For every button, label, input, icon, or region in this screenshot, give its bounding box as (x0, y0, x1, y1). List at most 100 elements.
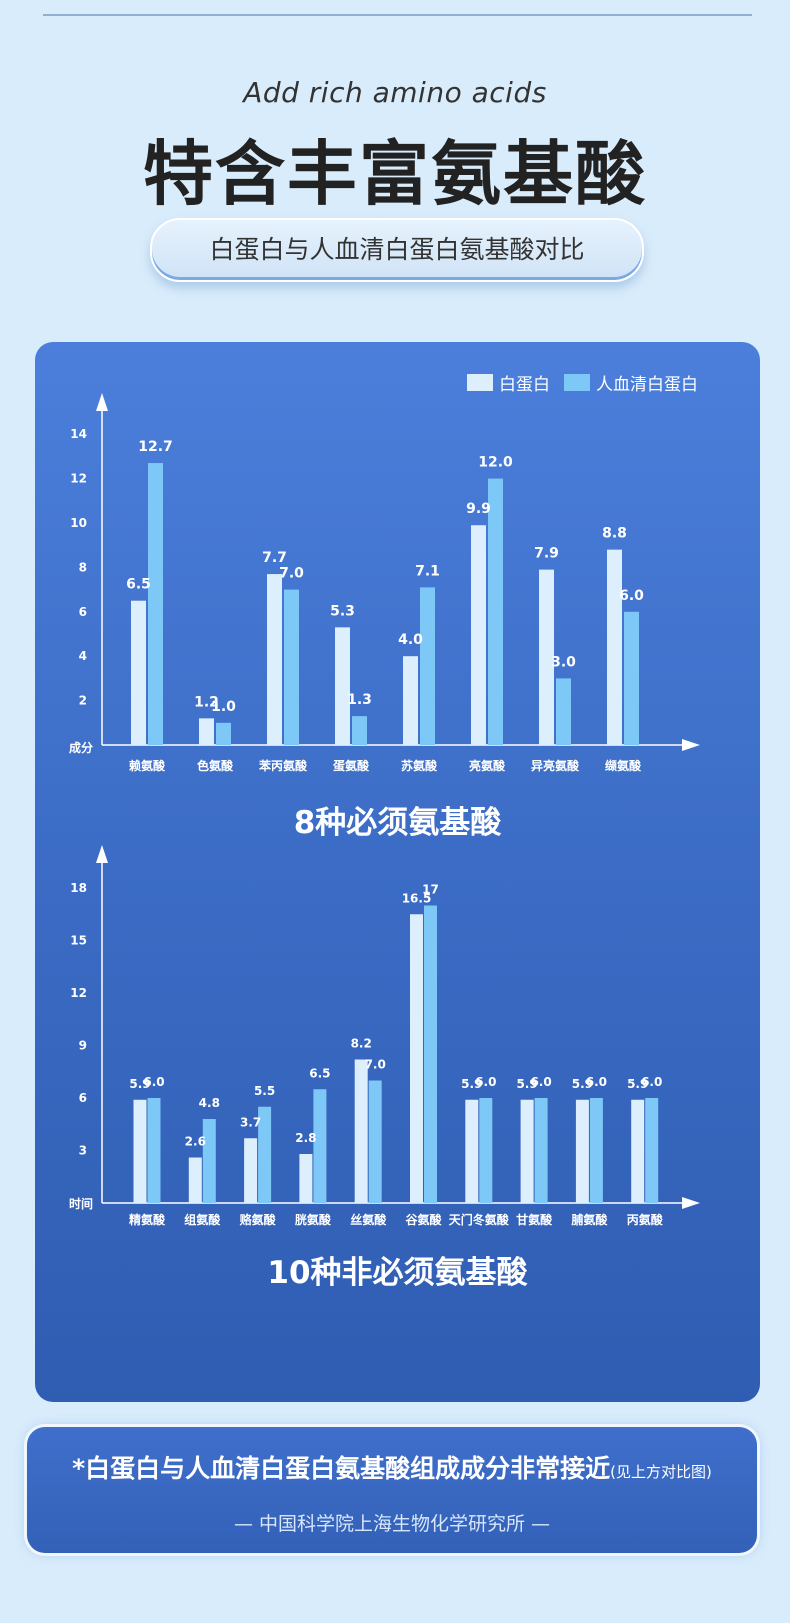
data-label-human-serum-albumin: 6.5 (309, 1066, 330, 1080)
chart-2: 时间3691215185.96.0精氨酸2.64.8组氨酸3.75.5赂氨酸2.… (69, 845, 700, 1227)
x-axis-arrow-icon (682, 1197, 700, 1209)
data-label-human-serum-albumin: 6.0 (586, 1075, 607, 1089)
bar-albumin (335, 627, 350, 745)
footnote-source: — 中国科学院上海生物化学研究所 — (233, 1513, 551, 1535)
category-label: 蛋氨酸 (333, 758, 370, 773)
bar-human-serum-albumin (556, 678, 571, 745)
data-label-albumin: 2.6 (185, 1135, 206, 1149)
data-label-human-serum-albumin: 12.0 (478, 455, 513, 471)
bar-human-serum-albumin (147, 1098, 161, 1203)
data-label-albumin: 16.5 (402, 891, 432, 905)
comparison-pill-label: 白蛋白与人血清白蛋白氨基酸对比 (150, 218, 644, 282)
data-label-albumin: 5.9 (516, 1077, 537, 1091)
category-label: 苯丙氨酸 (258, 758, 308, 773)
legend-swatch-human-serum-albumin (564, 374, 590, 391)
bar-albumin (267, 574, 282, 745)
category-label: 甘氨酸 (516, 1212, 553, 1227)
category-label: 丙氨酸 (627, 1212, 664, 1227)
y-tick-label: 12 (70, 986, 87, 1000)
category-label: 赂氨酸 (240, 1212, 277, 1227)
y-tick-label: 2 (79, 694, 87, 708)
category-label: 脯氨酸 (571, 1212, 608, 1227)
data-label-albumin: 5.9 (627, 1077, 648, 1091)
data-label-human-serum-albumin: 17 (422, 883, 439, 897)
y-tick-label: 4 (79, 649, 87, 663)
y-tick-label: 18 (70, 881, 87, 895)
category-label: 组氨酸 (184, 1212, 221, 1227)
bar-human-serum-albumin (352, 716, 367, 745)
bar-albumin (631, 1099, 645, 1203)
data-label-human-serum-albumin: 3.0 (551, 654, 576, 670)
subtitle-english: Add rich amino acids (243, 76, 547, 109)
data-label-human-serum-albumin: 6.0 (530, 1075, 551, 1089)
data-label-albumin: 3.7 (240, 1115, 261, 1129)
category-label: 异亮氨酸 (531, 758, 580, 773)
bar-human-serum-albumin (488, 478, 503, 745)
data-label-albumin: 6.5 (126, 577, 151, 593)
y-axis-label: 时间 (69, 1196, 93, 1211)
y-tick-label: 3 (79, 1144, 87, 1158)
y-tick-label: 10 (70, 516, 87, 530)
data-label-albumin: 5.3 (330, 603, 355, 619)
data-label-human-serum-albumin: 1.3 (347, 692, 372, 708)
bar-albumin (133, 1099, 147, 1203)
category-label: 丝氨酸 (350, 1212, 387, 1227)
category-label: 天门冬氨酸 (449, 1212, 510, 1227)
data-label-albumin: 2.8 (295, 1131, 316, 1145)
bar-albumin (131, 600, 146, 745)
bar-human-serum-albumin (148, 463, 163, 745)
bar-albumin (403, 656, 418, 745)
y-axis-arrow-icon (96, 393, 108, 411)
bar-albumin (199, 718, 214, 745)
footnote-statement: *白蛋白与人血清白蛋白氨基酸组成成分非常接近(见上方对比图) (27, 1449, 757, 1485)
chart-caption-essential: 8种必须氨基酸 (293, 805, 502, 841)
bar-albumin (520, 1099, 534, 1203)
footnote-box: *白蛋白与人血清白蛋白氨基酸组成成分非常接近(见上方对比图) — 中国科学院上海… (27, 1427, 757, 1553)
bar-albumin (299, 1154, 313, 1203)
data-label-human-serum-albumin: 6.0 (619, 588, 644, 604)
bar-albumin (188, 1157, 202, 1203)
data-label-human-serum-albumin: 7.0 (279, 566, 304, 582)
data-label-albumin: 4.0 (398, 632, 423, 648)
data-label-albumin: 1.2 (194, 694, 219, 710)
data-label-albumin: 5.9 (461, 1077, 482, 1091)
bar-albumin (465, 1099, 479, 1203)
data-label-albumin: 8.8 (602, 526, 627, 542)
y-tick-label: 14 (70, 427, 87, 441)
bar-charts: 成分24681012146.512.7赖氨酸1.21.0色氨酸7.77.0苯丙氨… (69, 393, 700, 1227)
bar-human-serum-albumin (258, 1106, 272, 1203)
bar-albumin (244, 1138, 258, 1203)
y-axis-label: 成分 (69, 740, 93, 755)
category-label: 苏氨酸 (401, 758, 438, 773)
data-label-human-serum-albumin: 6.0 (475, 1075, 496, 1089)
bar-albumin (607, 549, 622, 745)
category-label: 亮氨酸 (469, 758, 506, 773)
bar-albumin (410, 914, 423, 1203)
bar-albumin (354, 1059, 368, 1203)
bar-human-serum-albumin (202, 1119, 216, 1203)
bar-human-serum-albumin (313, 1089, 327, 1203)
chart-panel: 白蛋白 人血清白蛋白 成分 2 4 6 8 10 12 14 6.5 12.7 赖氨酸 1.2 1.0 色… (35, 342, 760, 1402)
bar-albumin (575, 1099, 589, 1203)
chart-caption-nonessential: 10种非必须氨基酸 (267, 1255, 528, 1291)
legend-item-human-serum-albumin: 人血清白蛋白 (564, 370, 698, 395)
data-label-human-serum-albumin: 1.0 (211, 699, 236, 715)
bar-human-serum-albumin (645, 1098, 659, 1203)
legend-label-human-serum-albumin: 人血清白蛋白 (596, 375, 698, 395)
y-tick-label: 9 (79, 1039, 87, 1053)
bar-human-serum-albumin (534, 1098, 548, 1203)
data-label-human-serum-albumin: 6.0 (641, 1075, 662, 1089)
y-tick-label: 12 (70, 472, 87, 486)
page-title: 特含丰富氨基酸 (143, 133, 647, 215)
legend-swatch-albumin (467, 374, 493, 391)
data-label-human-serum-albumin: 12.7 (138, 439, 173, 455)
data-label-human-serum-albumin: 7.1 (415, 563, 440, 579)
bar-human-serum-albumin (284, 589, 299, 745)
category-label: 精氨酸 (129, 1212, 166, 1227)
data-label-albumin: 7.7 (262, 550, 287, 566)
category-label: 赖氨酸 (129, 758, 166, 773)
y-tick-label: 6 (79, 1091, 87, 1105)
data-label-albumin: 7.9 (534, 546, 559, 562)
bar-human-serum-albumin (589, 1098, 603, 1203)
data-label-human-serum-albumin: 7.0 (365, 1058, 386, 1072)
